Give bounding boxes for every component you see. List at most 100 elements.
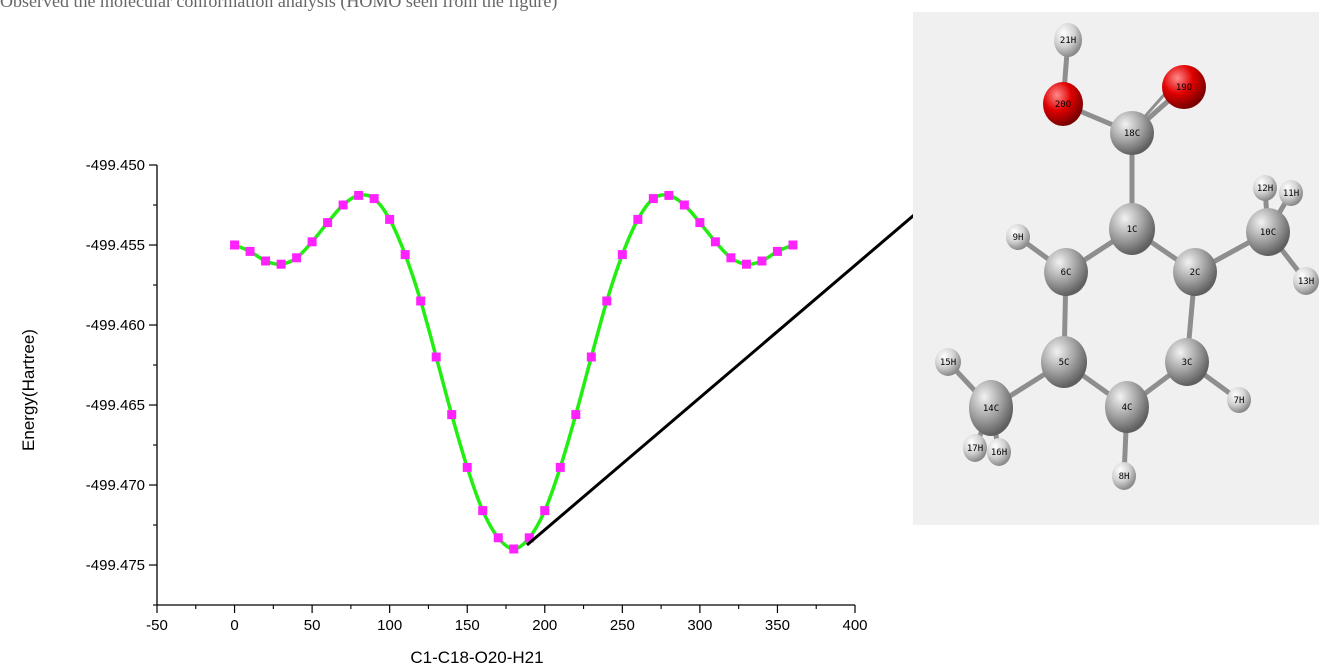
data-point bbox=[695, 218, 705, 228]
atom-19o bbox=[1162, 65, 1206, 109]
data-point bbox=[323, 218, 333, 228]
atom-3c bbox=[1165, 338, 1209, 386]
atom-7h bbox=[1227, 387, 1251, 413]
x-tick-label: 200 bbox=[532, 617, 557, 634]
data-point bbox=[261, 256, 271, 266]
atom-2c bbox=[1173, 248, 1217, 296]
atom-label: 21H bbox=[1060, 36, 1076, 46]
data-point bbox=[509, 544, 519, 554]
molecule-atoms: 21H 20O 19O 18C 12H 11H 9H 1C 10C 6C 2C 13H 15H 5C 3C 1… bbox=[935, 23, 1319, 490]
data-point bbox=[385, 214, 395, 224]
x-tick-label: 50 bbox=[304, 617, 321, 634]
atom-16h bbox=[987, 438, 1011, 466]
x-tick-label: -50 bbox=[146, 617, 168, 634]
atom-label: 8H bbox=[1119, 472, 1130, 482]
atom-14c bbox=[969, 380, 1013, 436]
data-point bbox=[369, 194, 379, 204]
data-point bbox=[292, 253, 302, 263]
y-tick-label: -499.450 bbox=[86, 157, 145, 174]
chart-series-line bbox=[233, 193, 794, 551]
x-tick-label: 100 bbox=[377, 617, 402, 634]
atom-label: 3C bbox=[1182, 358, 1193, 368]
data-point bbox=[540, 506, 550, 516]
atom-label: 2C bbox=[1190, 268, 1201, 278]
atom-1c bbox=[1109, 203, 1155, 255]
data-point bbox=[416, 296, 426, 306]
atom-11h bbox=[1279, 180, 1303, 206]
atom-5c bbox=[1041, 336, 1087, 388]
atom-9h bbox=[1006, 224, 1030, 250]
data-point bbox=[726, 253, 736, 263]
atom-17h bbox=[963, 434, 987, 462]
data-point bbox=[447, 410, 457, 420]
data-point bbox=[230, 240, 240, 250]
data-point bbox=[555, 462, 565, 472]
data-point bbox=[400, 250, 410, 260]
data-point bbox=[307, 237, 317, 247]
molecule-structure-panel: 21H 20O 19O 18C 12H 11H 9H 1C 10C 6C 2C 13H 15H 5C 3C 1… bbox=[913, 12, 1319, 525]
atom-label: 16H bbox=[991, 448, 1007, 458]
figure-caption: Observed the molecular conformation anal… bbox=[0, 0, 558, 11]
atom-label: 17H bbox=[967, 444, 983, 454]
data-point bbox=[245, 246, 255, 256]
atom-20o bbox=[1043, 82, 1083, 126]
data-point bbox=[788, 240, 798, 250]
atom-15h bbox=[935, 348, 961, 376]
data-point bbox=[586, 352, 596, 362]
x-tick-label: 350 bbox=[765, 617, 790, 634]
x-tick-label: 250 bbox=[610, 617, 635, 634]
data-point bbox=[431, 352, 441, 362]
x-tick-label: 0 bbox=[230, 617, 238, 634]
y-tick-label: -499.465 bbox=[86, 397, 145, 414]
y-tick-label: -499.475 bbox=[86, 557, 145, 574]
atom-label: 18C bbox=[1124, 129, 1140, 139]
data-point bbox=[354, 190, 364, 200]
atom-12h bbox=[1253, 175, 1277, 201]
data-point bbox=[710, 237, 720, 247]
atom-label: 9H bbox=[1013, 233, 1024, 243]
x-tick-label: 150 bbox=[455, 617, 480, 634]
atom-6c bbox=[1044, 248, 1088, 296]
atom-label: 1C bbox=[1127, 225, 1138, 235]
y-tick-label: -499.470 bbox=[86, 477, 145, 494]
data-point bbox=[772, 246, 782, 256]
x-tick-label: 400 bbox=[842, 617, 867, 634]
atom-label: 12H bbox=[1257, 184, 1273, 194]
chart-axes: -50 0 50 100 150 200 250 300 350 400 -499.450 -499.… bbox=[86, 157, 868, 634]
data-point bbox=[478, 506, 488, 516]
y-axis-title: Energy(Hartree) bbox=[19, 329, 38, 451]
atom-label: 19O bbox=[1176, 83, 1192, 93]
atom-label: 5C bbox=[1059, 358, 1070, 368]
data-point bbox=[571, 410, 581, 420]
data-point bbox=[524, 533, 534, 543]
atom-18c bbox=[1110, 111, 1154, 155]
data-point bbox=[757, 256, 767, 266]
atom-label: 15H bbox=[940, 358, 956, 368]
x-tick-label: 300 bbox=[687, 617, 712, 634]
data-point bbox=[338, 200, 348, 210]
atom-8h bbox=[1112, 462, 1136, 490]
atom-label: 10C bbox=[1260, 228, 1276, 238]
atom-label: 13H bbox=[1298, 277, 1314, 287]
data-point bbox=[633, 214, 643, 224]
atom-label: 20O bbox=[1055, 100, 1071, 110]
atom-10c bbox=[1246, 208, 1290, 256]
x-axis-title: C1-C18-O20-H21 bbox=[410, 648, 543, 667]
atom-label: 7H bbox=[1234, 396, 1245, 406]
data-point bbox=[617, 250, 627, 260]
data-point bbox=[741, 259, 751, 269]
data-point bbox=[493, 533, 503, 543]
atom-label: 14C bbox=[983, 404, 999, 414]
data-point bbox=[664, 190, 674, 200]
energy-curve bbox=[233, 193, 794, 551]
atom-21h bbox=[1054, 23, 1082, 57]
data-point bbox=[679, 200, 689, 210]
data-point bbox=[462, 462, 472, 472]
y-tick-label: -499.455 bbox=[86, 237, 145, 254]
data-point bbox=[648, 194, 658, 204]
atom-label: 6C bbox=[1061, 268, 1072, 278]
chart-markers bbox=[230, 190, 798, 554]
atom-4c bbox=[1105, 381, 1149, 433]
atom-13h bbox=[1293, 267, 1319, 295]
